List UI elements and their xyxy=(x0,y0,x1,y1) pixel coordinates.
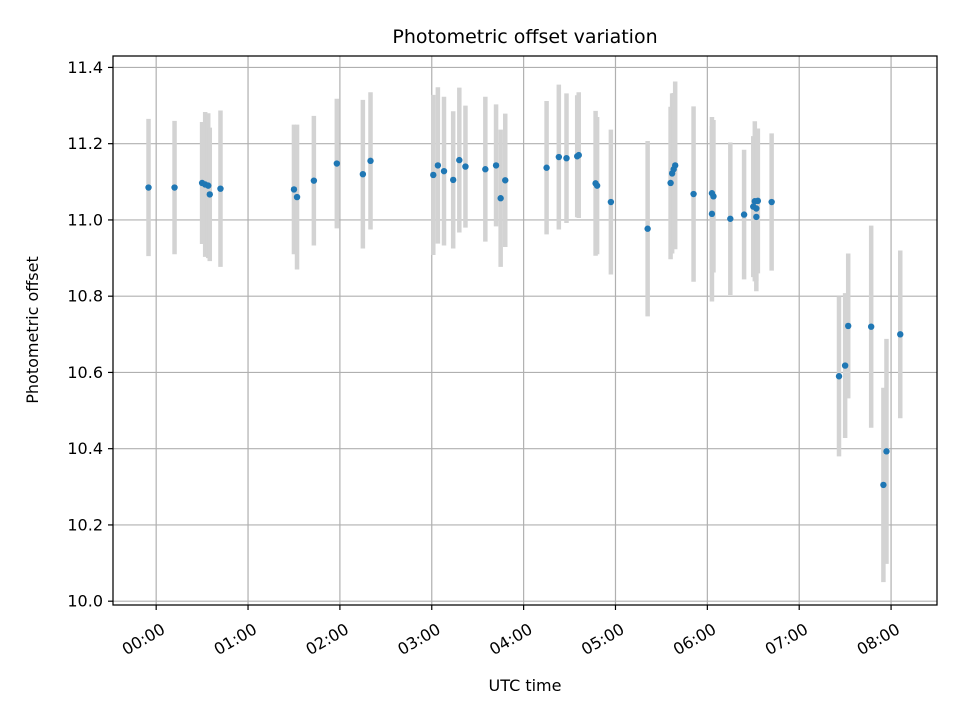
data-point xyxy=(205,182,212,189)
data-point xyxy=(359,170,367,178)
data-point xyxy=(206,191,213,198)
data-point xyxy=(690,190,697,198)
y-tick-label: 10.8 xyxy=(67,287,103,306)
y-tick-label: 11.4 xyxy=(67,58,103,77)
data-point xyxy=(880,481,887,489)
y-tick-label: 10.2 xyxy=(67,515,103,534)
data-point xyxy=(754,197,762,205)
y-axis-label: Photometric offset xyxy=(23,256,42,404)
data-point xyxy=(482,166,489,173)
data-point xyxy=(310,177,318,184)
data-point xyxy=(768,198,775,206)
chart-title: Photometric offset variation xyxy=(392,26,657,48)
data-point xyxy=(293,193,301,201)
data-point xyxy=(883,448,890,455)
data-point xyxy=(555,153,563,161)
data-point xyxy=(434,162,442,169)
data-point xyxy=(367,157,374,165)
data-point xyxy=(593,182,601,189)
data-point xyxy=(897,331,904,338)
data-point xyxy=(217,185,224,192)
data-point xyxy=(708,210,716,218)
data-point xyxy=(430,171,437,179)
data-point xyxy=(740,211,748,218)
grid-lines xyxy=(113,56,937,605)
data-point xyxy=(753,213,760,221)
plot-area-frame xyxy=(112,55,938,606)
data-point xyxy=(575,151,582,159)
data-point xyxy=(667,179,674,187)
data-point xyxy=(835,373,843,380)
y-tick-label: 11.0 xyxy=(67,210,103,229)
data-point xyxy=(710,193,717,200)
data-point xyxy=(502,177,509,184)
data-point xyxy=(753,205,760,212)
y-tick-label: 10.4 xyxy=(67,439,103,458)
data-point xyxy=(462,163,469,170)
data-point xyxy=(607,198,615,206)
data-point xyxy=(440,167,448,175)
data-point xyxy=(449,176,457,184)
data-point xyxy=(644,225,651,232)
data-point xyxy=(543,164,550,171)
data-point xyxy=(290,186,298,193)
data-point xyxy=(492,162,500,169)
data-point xyxy=(563,154,570,162)
x-axis-label: UTC time xyxy=(489,676,562,695)
data-point xyxy=(145,184,152,191)
data-point xyxy=(727,215,734,222)
data-point xyxy=(171,184,178,191)
y-tick-label: 10.6 xyxy=(67,363,103,382)
y-tick-label: 10.0 xyxy=(67,592,103,611)
data-points xyxy=(145,151,904,489)
data-point xyxy=(845,322,852,330)
data-point xyxy=(671,162,679,169)
data-point xyxy=(497,195,504,202)
y-tick-label: 11.2 xyxy=(67,134,103,153)
data-point xyxy=(841,362,849,369)
data-point xyxy=(456,156,463,164)
data-point xyxy=(867,323,875,330)
data-point xyxy=(333,160,341,167)
